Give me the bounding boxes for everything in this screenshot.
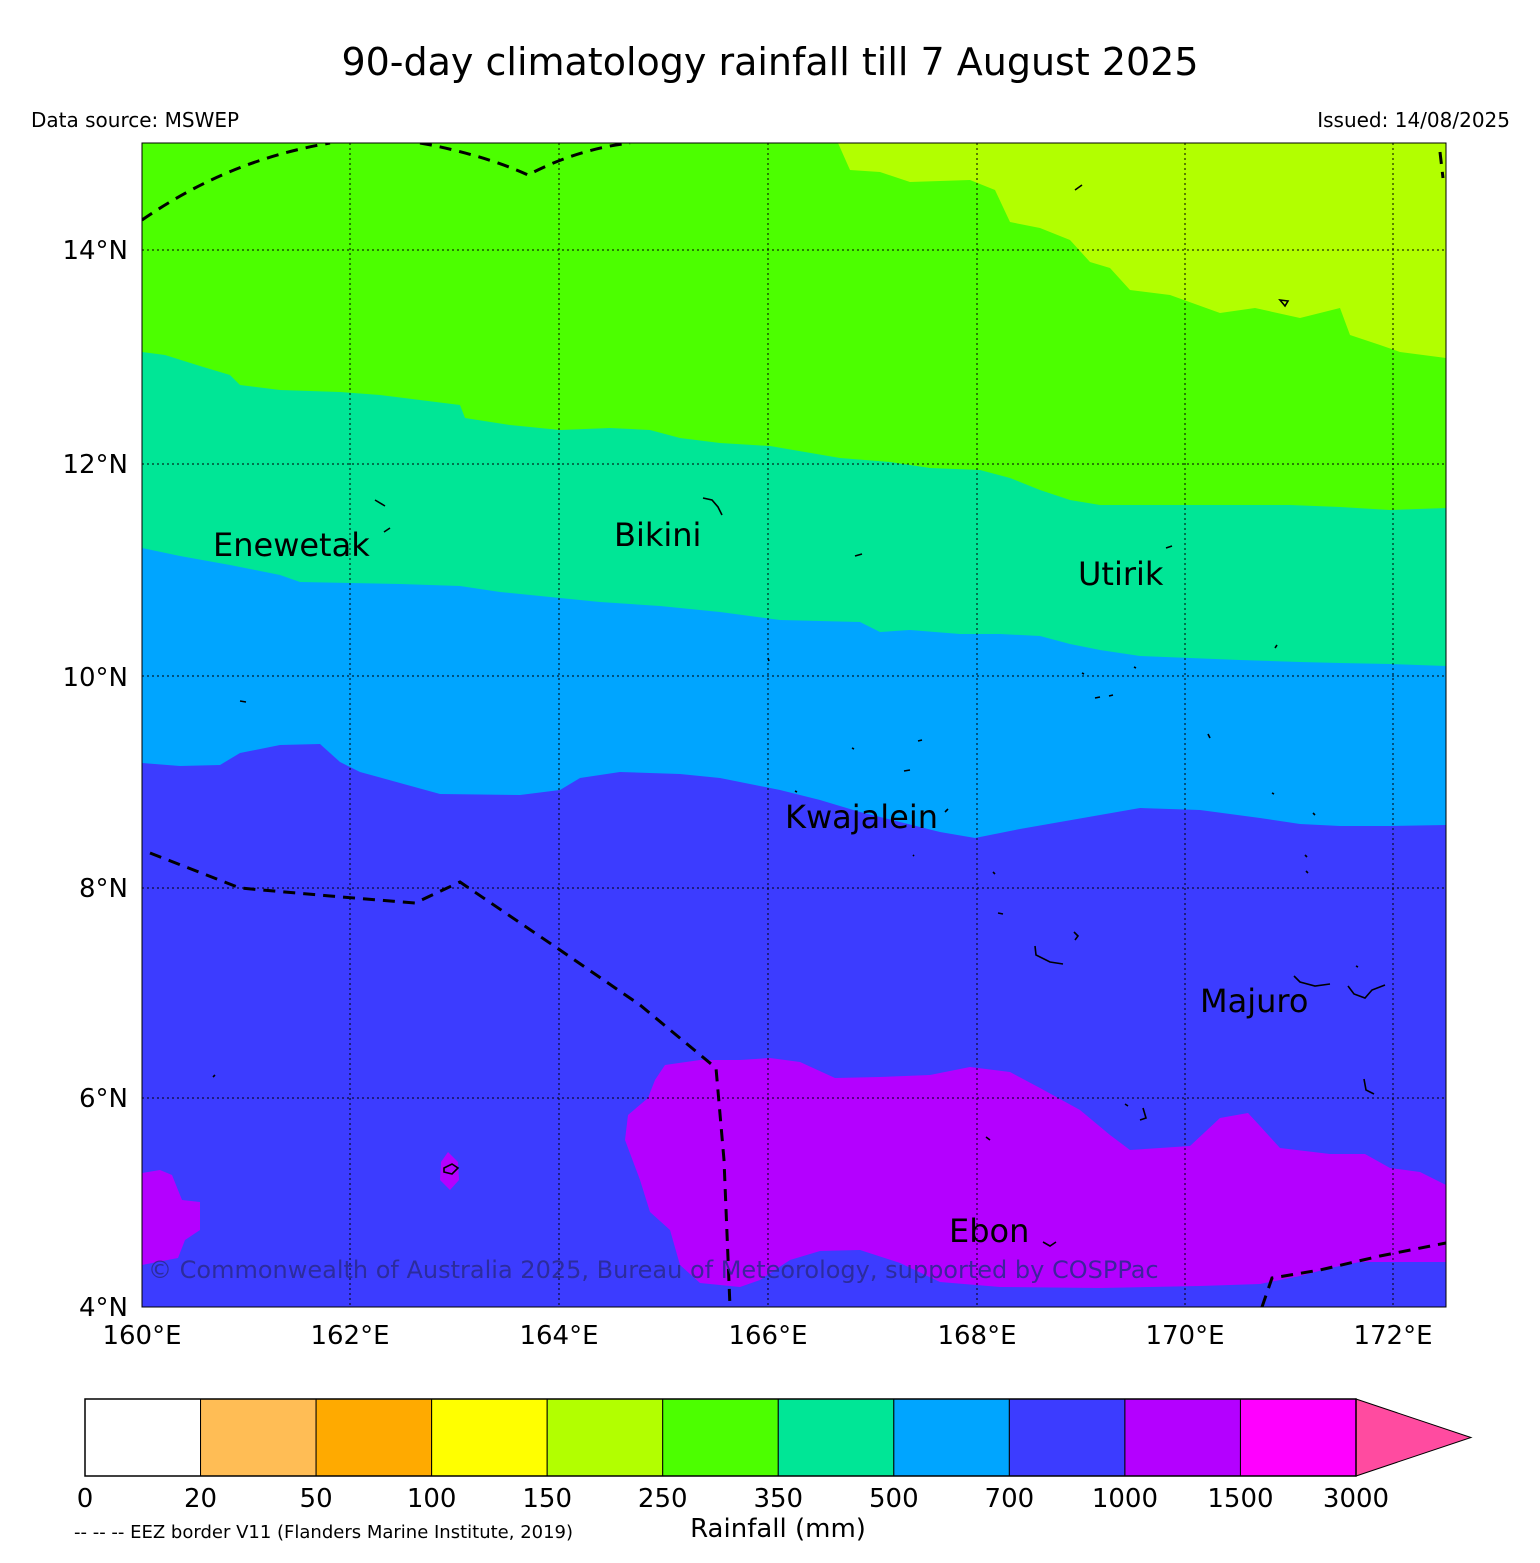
colorbar-tick-500: 500 — [869, 1484, 919, 1514]
colorbar-swatch-350-500 — [777, 1398, 895, 1477]
colorbar-swatch-1500-3000 — [1239, 1398, 1357, 1477]
region-1000-1500mm-west — [142, 1170, 200, 1265]
colorbar-tick-150: 150 — [522, 1484, 572, 1514]
lon-label-170e: 170°E — [1145, 1321, 1224, 1351]
issued-date-label: Issued: 14/08/2025 — [1317, 108, 1510, 132]
lat-label-14n: 14°N — [62, 236, 128, 266]
lon-label-172e: 172°E — [1353, 1321, 1432, 1351]
lat-label-8n: 8°N — [79, 874, 128, 904]
lat-label-6n: 6°N — [79, 1084, 128, 1114]
place-label-bikini: Bikini — [614, 516, 701, 554]
colorbar-frame — [84, 1398, 1357, 1477]
colorbar-swatch-250-350 — [662, 1398, 779, 1477]
lon-label-166e: 166°E — [728, 1321, 807, 1351]
map-title: 90-day climatology rainfall till 7 Augus… — [341, 40, 1199, 84]
place-label-enewetak: Enewetak — [213, 526, 370, 564]
colorbar-tick-50: 50 — [300, 1484, 333, 1514]
colorbar-title: Rainfall (mm) — [690, 1514, 866, 1544]
colorbar-tick-1500: 1500 — [1207, 1484, 1273, 1514]
lon-label-164e: 164°E — [519, 1321, 598, 1351]
colorbar-swatch-100-150 — [431, 1398, 548, 1477]
rainfall-field — [142, 143, 1446, 1307]
atoll-outlines — [212, 184, 1386, 1247]
colorbar-swatch-0-20 — [84, 1398, 202, 1477]
place-label-majuro: Majuro — [1200, 982, 1308, 1020]
place-label-utirik: Utirik — [1078, 555, 1164, 593]
colorbar-swatch-20-50 — [200, 1398, 317, 1477]
colorbar-swatch-50-100 — [315, 1398, 433, 1477]
eez-border — [142, 143, 1446, 1307]
colorbar-swatch-500-700 — [893, 1398, 1010, 1477]
region-1000-1500mm — [625, 1058, 1446, 1288]
lat-label-4n: 4°N — [79, 1293, 128, 1323]
colorbar-swatch-150-250 — [546, 1398, 664, 1477]
colorbar-swatch-700-1000 — [1008, 1398, 1126, 1477]
colorbar-tick-0: 0 — [77, 1484, 94, 1514]
map-frame — [141, 142, 1447, 1308]
lon-label-162e: 162°E — [310, 1321, 389, 1351]
lon-label-168e: 168°E — [937, 1321, 1016, 1351]
lat-label-10n: 10°N — [62, 663, 128, 693]
colorbar-tick-20: 20 — [184, 1484, 217, 1514]
colorbar-tick-250: 250 — [638, 1484, 688, 1514]
lon-label-160e: 160°E — [102, 1321, 181, 1351]
graticule — [142, 143, 1446, 1307]
place-label-ebon: Ebon — [949, 1212, 1029, 1250]
colorbar-tick-700: 700 — [985, 1484, 1035, 1514]
colorbar-tick-350: 350 — [753, 1484, 803, 1514]
colorbar-tick-1000: 1000 — [1092, 1484, 1158, 1514]
copyright-watermark: © Commonwealth of Australia 2025, Bureau… — [148, 1256, 1159, 1284]
colorbar-tick-3000: 3000 — [1323, 1484, 1389, 1514]
place-label-kwajalein: Kwajalein — [785, 798, 938, 836]
colorbar-swatch-1000-1500 — [1124, 1398, 1241, 1477]
region-1000-1500mm-islet — [440, 1152, 459, 1190]
data-source-label: Data source: MSWEP — [31, 108, 240, 132]
lat-label-12n: 12°N — [62, 450, 128, 480]
colorbar-tick-100: 100 — [407, 1484, 457, 1514]
eez-legend-note: -- -- -- EEZ border V11 (Flanders Marine… — [74, 1522, 574, 1543]
colorbar-extension-arrow — [1355, 1398, 1473, 1477]
colorbar: 0 20 50 100 150 250 350 500 700 1000 1500 3000 — [77, 1398, 1473, 1514]
